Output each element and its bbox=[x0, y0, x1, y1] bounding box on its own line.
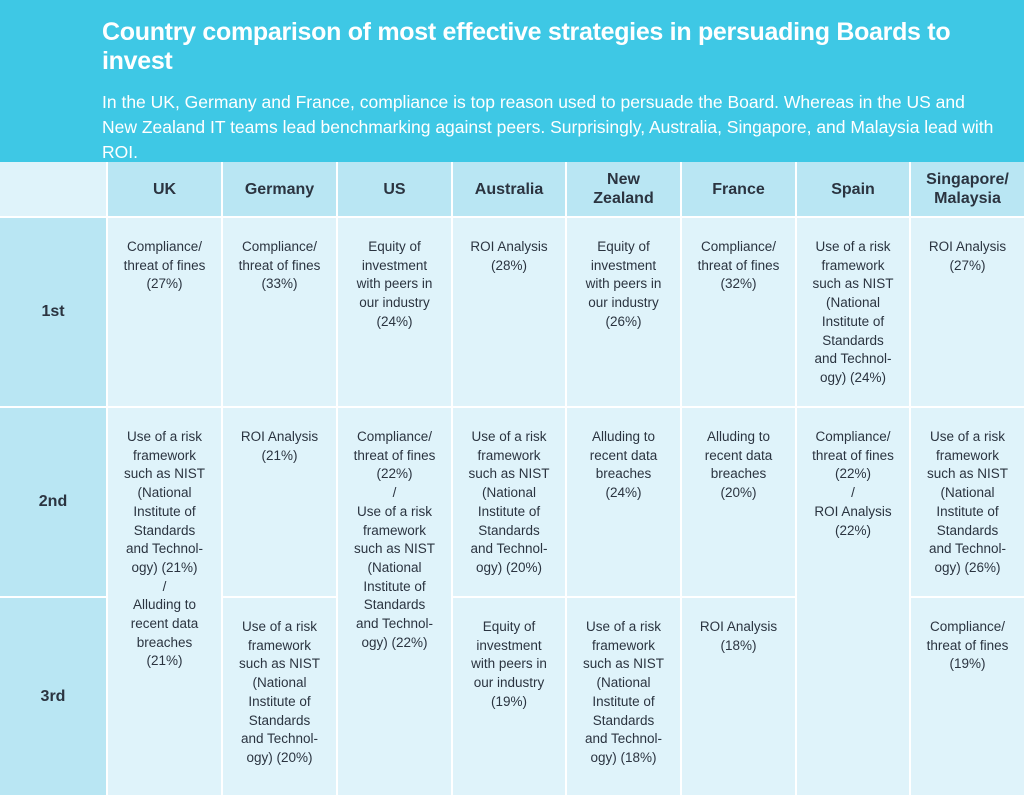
cell-new-zealand-3rd: Use of a risk framework such as NIST (Na… bbox=[567, 598, 680, 795]
cell-germany-3rd: Use of a risk framework such as NIST (Na… bbox=[223, 598, 336, 795]
cell-uk-2nd-3rd: Use of a risk framework such as NIST (Na… bbox=[108, 408, 221, 795]
comparison-table: UK Germany US Australia New Zealand Fran… bbox=[0, 162, 1024, 795]
cell-spain-2nd-3rd: Compliance/ threat of fines (22%) / ROI … bbox=[797, 408, 909, 795]
row-header-2nd: 2nd bbox=[0, 408, 106, 596]
col-header-uk: UK bbox=[108, 162, 221, 216]
col-header-us: US bbox=[338, 162, 451, 216]
cell-us-2nd-3rd: Compliance/ threat of fines (22%) / Use … bbox=[338, 408, 451, 795]
table-corner bbox=[0, 162, 106, 216]
cell-new-zealand-2nd: Alluding to recent data breaches (24%) bbox=[567, 408, 680, 596]
col-header-france: France bbox=[682, 162, 795, 216]
cell-singapore-malaysia-2nd: Use of a risk framework such as NIST (Na… bbox=[911, 408, 1024, 596]
row-header-1st: 1st bbox=[0, 218, 106, 406]
cell-france-1st: Compliance/ threat of fines (32%) bbox=[682, 218, 795, 406]
row-header-3rd: 3rd bbox=[0, 598, 106, 795]
page-subtitle: In the UK, Germany and France, complianc… bbox=[102, 92, 994, 162]
col-header-singapore-malaysia: Singapore/ Malaysia bbox=[911, 162, 1024, 216]
col-header-spain: Spain bbox=[797, 162, 909, 216]
cell-france-3rd: ROI Analysis (18%) bbox=[682, 598, 795, 795]
cell-spain-1st: Use of a risk framework such as NIST (Na… bbox=[797, 218, 909, 406]
cell-australia-3rd: Equity of investment with peers in our i… bbox=[453, 598, 565, 795]
cell-new-zealand-1st: Equity of investment with peers in our i… bbox=[567, 218, 680, 406]
cell-australia-2nd: Use of a risk framework such as NIST (Na… bbox=[453, 408, 565, 596]
cell-us-1st: Equity of investment with peers in our i… bbox=[338, 218, 451, 406]
header-banner: Country comparison of most effective str… bbox=[0, 0, 1024, 162]
col-header-australia: Australia bbox=[453, 162, 565, 216]
col-header-germany: Germany bbox=[223, 162, 336, 216]
cell-singapore-malaysia-1st: ROI Analysis (27%) bbox=[911, 218, 1024, 406]
cell-france-2nd: Alluding to recent data breaches (20%) bbox=[682, 408, 795, 596]
cell-singapore-malaysia-3rd: Compliance/ threat of fines (19%) bbox=[911, 598, 1024, 795]
col-header-new-zealand: New Zealand bbox=[567, 162, 680, 216]
cell-germany-2nd: ROI Analysis (21%) bbox=[223, 408, 336, 596]
cell-uk-1st: Compliance/ threat of fines (27%) bbox=[108, 218, 221, 406]
cell-germany-1st: Compliance/ threat of fines (33%) bbox=[223, 218, 336, 406]
page-title: Country comparison of most effective str… bbox=[102, 18, 951, 75]
cell-australia-1st: ROI Analysis (28%) bbox=[453, 218, 565, 406]
